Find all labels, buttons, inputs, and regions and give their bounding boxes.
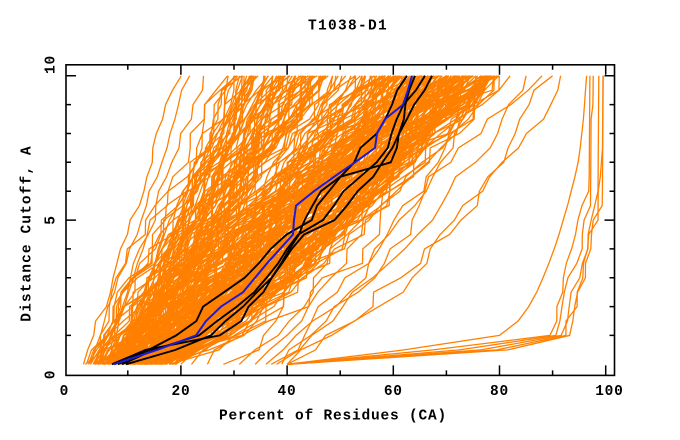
svg-text:80: 80 [490,384,509,400]
svg-text:100: 100 [595,384,623,400]
svg-text:60: 60 [384,384,403,400]
svg-text:Distance Cutoff, A: Distance Cutoff, A [19,145,35,321]
svg-text:5: 5 [44,215,60,224]
svg-text:Percent of Residues (CA): Percent of Residues (CA) [219,409,447,425]
svg-text:0: 0 [60,384,69,400]
svg-text:0: 0 [44,370,60,379]
svg-text:T1038-D1: T1038-D1 [308,19,388,35]
svg-text:20: 20 [172,384,191,400]
svg-text:40: 40 [278,384,297,400]
svg-text:10: 10 [44,55,60,74]
